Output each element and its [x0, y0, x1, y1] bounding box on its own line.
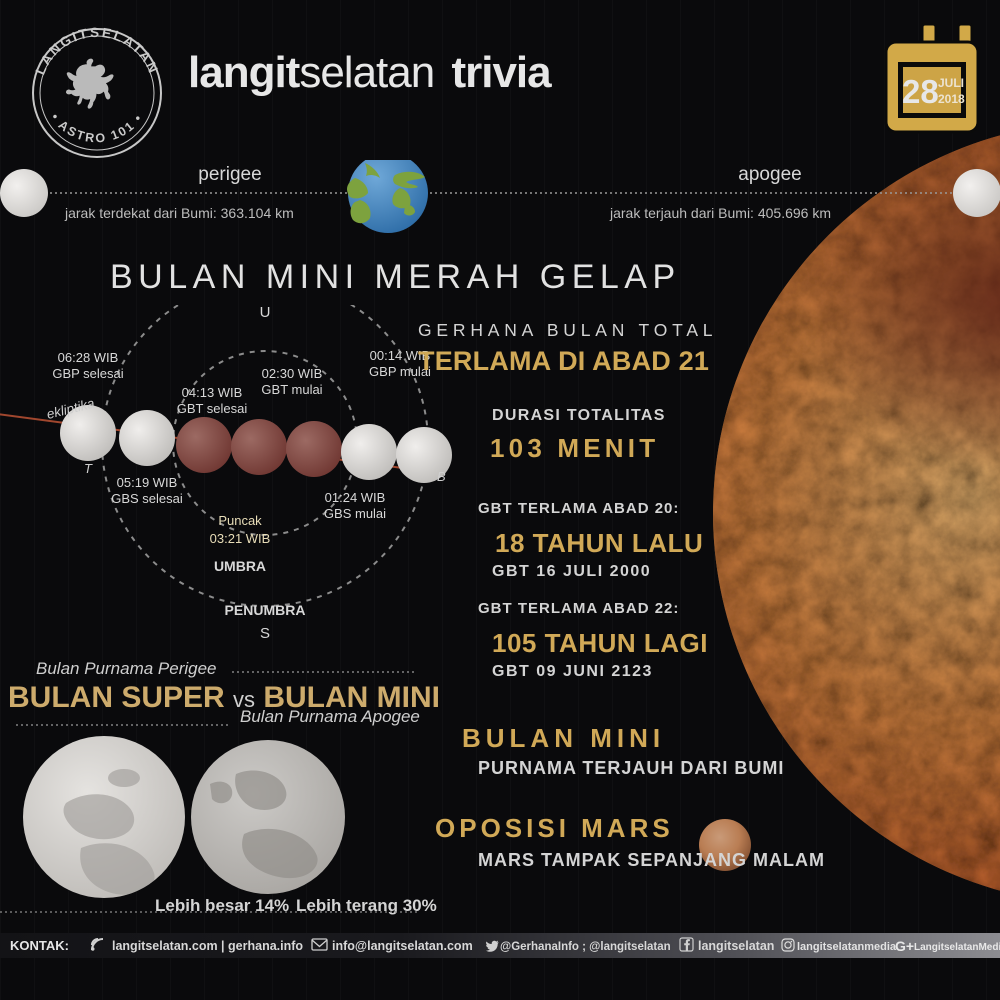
svg-text:2018: 2018: [938, 92, 965, 106]
svg-text:01:24 WIB: 01:24 WIB: [325, 490, 386, 505]
svg-text:langitselatanmedia: langitselatanmedia: [797, 941, 897, 953]
svg-text:apogee: apogee: [738, 164, 801, 185]
svg-text:KONTAK:: KONTAK:: [10, 938, 69, 953]
svg-text:JULI: JULI: [938, 76, 964, 90]
svg-text:04:13 WIB: 04:13 WIB: [182, 385, 243, 400]
svg-text:S: S: [260, 625, 270, 642]
svg-text:GBT mulai: GBT mulai: [261, 382, 322, 397]
svg-text:info@langitselatan.com: info@langitselatan.com: [332, 939, 473, 953]
svg-text:langitselatan: langitselatan: [698, 939, 774, 953]
svg-text:@GerhanaInfo ; @langitselatan: @GerhanaInfo ; @langitselatan: [500, 941, 671, 953]
svg-text:jarak terjauh dari Bumi: 405.6: jarak terjauh dari Bumi: 405.696 km: [609, 205, 831, 221]
svg-text:jarak terdekat dari Bumi: 363.: jarak terdekat dari Bumi: 363.104 km: [64, 205, 294, 221]
svg-text:LangitselatanMedia: LangitselatanMedia: [914, 942, 1000, 953]
svg-text:B: B: [437, 469, 446, 484]
svg-text:G+: G+: [895, 938, 914, 954]
svg-text:PENUMBRA: PENUMBRA: [225, 602, 306, 618]
svg-text:T: T: [84, 461, 93, 476]
svg-text:• ASTRO 101 •: • ASTRO 101 •: [48, 111, 146, 146]
svg-text:05:19 WIB: 05:19 WIB: [117, 475, 178, 490]
svg-text:GBP selesai: GBP selesai: [52, 366, 123, 381]
svg-text:03:21 WIB: 03:21 WIB: [210, 531, 271, 546]
svg-text:GBS mulai: GBS mulai: [324, 506, 386, 521]
svg-text:UMBRA: UMBRA: [214, 558, 266, 574]
svg-text:GBT selesai: GBT selesai: [177, 401, 248, 416]
svg-text:perigee: perigee: [198, 164, 261, 185]
svg-text:langitselatan.com | gerhana.in: langitselatan.com | gerhana.info: [112, 939, 303, 953]
svg-text:06:28 WIB: 06:28 WIB: [58, 350, 119, 365]
svg-text:02:30 WIB: 02:30 WIB: [262, 366, 323, 381]
svg-text:28: 28: [902, 73, 939, 110]
svg-text:GBS selesai: GBS selesai: [111, 491, 183, 506]
svg-text:Puncak: Puncak: [218, 513, 262, 528]
svg-text:U: U: [260, 305, 271, 321]
